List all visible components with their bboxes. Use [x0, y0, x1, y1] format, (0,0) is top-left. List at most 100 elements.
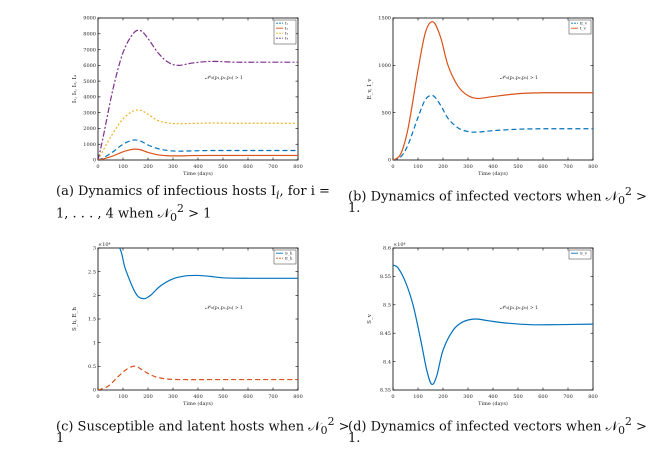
annotation-text: 𝒩⁰₀(p₁,p₂,p₃) > 1	[500, 304, 538, 311]
y-tick-label: 1000	[83, 142, 96, 148]
x-tick-label: 0	[391, 164, 394, 170]
x-tick-label: 0	[96, 164, 99, 170]
caption-d-line1: (d) Dynamics of infected vectors when 𝒩	[348, 419, 619, 435]
caption-a-sub: i	[276, 188, 280, 202]
caption-b-line1-tail: >	[631, 189, 647, 205]
legend-label: E_h	[285, 256, 293, 261]
chart-d: 0 100 200 300 400 500 600 700 800 8.35 8.4 8.45 8.5 8…	[367, 242, 598, 407]
plot-frame	[392, 17, 594, 161]
caption-a-line1: (a) Dynamics of infectious hosts I	[56, 184, 276, 199]
series-line-I₃	[98, 109, 298, 160]
y-tick-label: 500	[381, 110, 391, 116]
y-axis-label: S_h, E_h	[72, 307, 78, 331]
caption-c-line2: 1	[56, 431, 65, 446]
x-tick-label: 200	[143, 164, 153, 170]
x-tick-label: 200	[143, 394, 153, 400]
x-axis-label: Time (days)	[183, 400, 213, 407]
caption-d-sup: 2	[624, 415, 632, 428]
x-tick-label: 400	[488, 164, 498, 170]
x-tick-label: 400	[193, 394, 203, 400]
x-tick-label: 700	[268, 164, 278, 170]
legend-label: S_v	[580, 251, 588, 256]
plot-frame	[97, 17, 299, 161]
caption-a-line2: 1, . . . , 4 when 𝒩	[56, 206, 171, 222]
legend-label: S_h	[285, 251, 293, 256]
series-group	[393, 21, 593, 160]
y-tick-label: 8000	[83, 31, 96, 37]
chart-a: 0 100 200 300 400 500 600 700 800010002000300040…	[72, 16, 303, 177]
x-tick-label: 700	[563, 164, 573, 170]
y-tick-label: 0	[388, 158, 391, 164]
chart-b: 0 100 200 300 400 500 600 700 800 0 500 1000 1500 Tim…	[367, 16, 598, 177]
x-tick-label: 300	[463, 164, 473, 170]
x-tick-label: 800	[588, 394, 598, 400]
legend-label: E_v	[580, 21, 588, 26]
series-line-I_v	[393, 21, 593, 160]
caption-b-sup: 2	[624, 185, 632, 198]
annotation-text: 𝒩⁰₀(p₁,p₂,p₃) > 1	[205, 304, 243, 311]
caption-d-line2: 1.	[348, 431, 361, 446]
annotation-text: 𝒩⁰₀(p₁,p₂,p₃) > 1	[500, 74, 538, 81]
y-tick-label: 3000	[83, 110, 96, 116]
y-tick-label: 4000	[83, 95, 96, 101]
y-tick-label: 6000	[83, 63, 96, 69]
caption-d-line1-tail: >	[631, 419, 647, 435]
caption-c-line1: (c) Susceptible and latent hosts when 𝒩	[56, 419, 321, 435]
x-tick-label: 800	[293, 164, 303, 170]
caption-b-line2: 1.	[348, 201, 361, 216]
series-line-I₁	[98, 139, 298, 160]
x-axis-label: Time (days)	[478, 400, 508, 407]
caption-c-line1-tail: >	[334, 419, 350, 435]
y-tick-label: 8.4	[383, 359, 391, 365]
x-tick-label: 200	[438, 394, 448, 400]
x-axis-label: Time (days)	[183, 170, 213, 177]
legend-label: I_v	[580, 26, 587, 31]
y-tick-label: 1000	[378, 63, 391, 69]
x-tick-label: 500	[513, 394, 523, 400]
y-tick-label: 8.5	[383, 303, 391, 309]
y-tick-label: 8.55	[380, 274, 391, 280]
x-tick-label: 700	[268, 394, 278, 400]
y-tick-label: 5000	[83, 79, 96, 85]
x-tick-label: 400	[193, 164, 203, 170]
x-tick-label: 700	[563, 394, 573, 400]
y-tick-label: 8.6	[383, 246, 391, 252]
series-line-S_v	[393, 264, 593, 386]
x-tick-label: 300	[463, 394, 473, 400]
x-tick-label: 600	[243, 394, 253, 400]
caption-a-line1-tail: , for i =	[279, 184, 330, 199]
y-axis-label: S_v	[367, 313, 373, 324]
y-tick-label: 8.45	[380, 331, 391, 337]
x-tick-label: 300	[168, 394, 178, 400]
y-tick-label: 1	[93, 340, 96, 346]
x-tick-label: 500	[513, 164, 523, 170]
caption-d-sub: 0	[618, 423, 625, 437]
y-tick-label: 0	[93, 158, 96, 164]
series-line-I₄	[98, 29, 298, 160]
y-multiplier: ×10⁴	[393, 242, 406, 248]
y-tick-label: 1.5	[88, 317, 96, 323]
legend-box	[568, 249, 592, 260]
y-tick-label: 2	[93, 293, 96, 299]
x-tick-label: 300	[168, 164, 178, 170]
x-tick-label: 100	[118, 394, 128, 400]
y-tick-label: 0.5	[88, 364, 96, 370]
series-line-I₂	[98, 148, 298, 160]
chart-c: 0 100 200 300 400 500 600 700 800 0 0.5 1 1.5 2 2.5 3×1…	[72, 242, 303, 407]
caption-a-line2-sup: 2	[177, 202, 184, 215]
x-tick-label: 500	[218, 164, 228, 170]
x-tick-label: 800	[588, 164, 598, 170]
x-tick-label: 0	[96, 394, 99, 400]
y-tick-label: 7000	[83, 47, 96, 53]
series-group	[98, 29, 298, 160]
x-tick-label: 600	[538, 164, 548, 170]
series-line-E_v	[393, 94, 593, 160]
caption-b-sub: 0	[618, 193, 625, 207]
y-tick-label: 0	[93, 388, 96, 394]
caption-c-sup: 2	[327, 415, 335, 428]
legend-label: I₄	[285, 36, 289, 41]
legend-label: I₁	[285, 21, 289, 26]
caption-a-line2-tail: > 1	[183, 206, 212, 222]
x-axis-label: Time (days)	[478, 170, 508, 177]
y-multiplier: ×10⁴	[98, 242, 111, 248]
